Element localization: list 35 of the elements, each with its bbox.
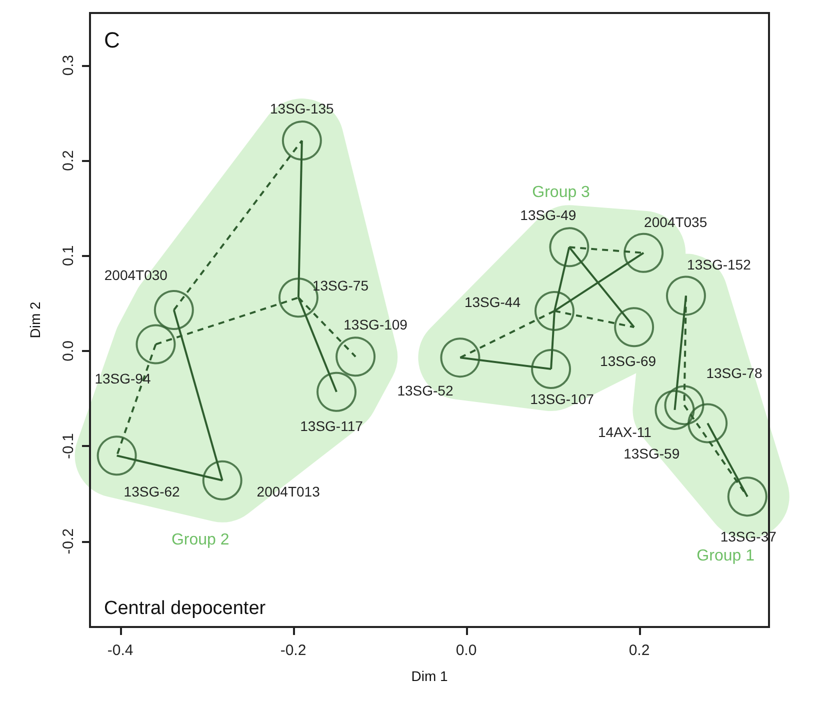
x-axis-title: Dim 1	[411, 668, 448, 684]
annotation: 13SG-117	[300, 418, 364, 434]
y-tick-label: 0.0	[60, 340, 77, 362]
x-tick-label: -0.2	[280, 642, 306, 659]
text: Group 2	[171, 531, 230, 548]
annotation: 13SG-62	[124, 484, 180, 500]
annotation: 13SG-152	[687, 256, 752, 273]
annotation: 13SG-94	[94, 370, 151, 386]
series-label: Group 3	[532, 184, 590, 202]
x-tick-label: 0.2	[628, 642, 650, 659]
annotation: 13SG-59	[624, 445, 680, 462]
annotation: 14AX-11	[598, 424, 652, 440]
y-tick-label: -0.1	[60, 433, 77, 460]
annotation: Central depocenter	[104, 598, 266, 619]
y-axis-title: Dim 2	[27, 302, 43, 338]
annotation: 2004T030	[104, 267, 168, 284]
y-tick-label: -0.2	[60, 528, 77, 554]
annotation: 13SG-52	[397, 382, 454, 399]
y-tick-label: 0.2	[60, 150, 77, 171]
annotation: 13SG-49	[520, 207, 576, 224]
x-tick-label: 0.0	[456, 642, 477, 659]
annotation: 13SG-44	[464, 294, 521, 310]
x-tick-label: -0.4	[107, 642, 134, 659]
annotation: 13SG-75	[312, 278, 369, 294]
y-tick-label: 0.3	[60, 54, 77, 76]
annotation: 13SG-107	[530, 391, 594, 408]
annotation: 2004T035	[644, 214, 708, 230]
annotation: 13SG-109	[344, 316, 408, 333]
annotation: 2004T013	[256, 483, 320, 500]
text: Group 1	[696, 548, 755, 565]
annotation: C	[104, 28, 120, 52]
annotation: 13SG-135	[270, 100, 334, 117]
annotation: 13SG-78	[706, 365, 762, 382]
y-tick-label: 0.1	[60, 245, 77, 266]
annotation: 13SG-69	[600, 353, 656, 370]
